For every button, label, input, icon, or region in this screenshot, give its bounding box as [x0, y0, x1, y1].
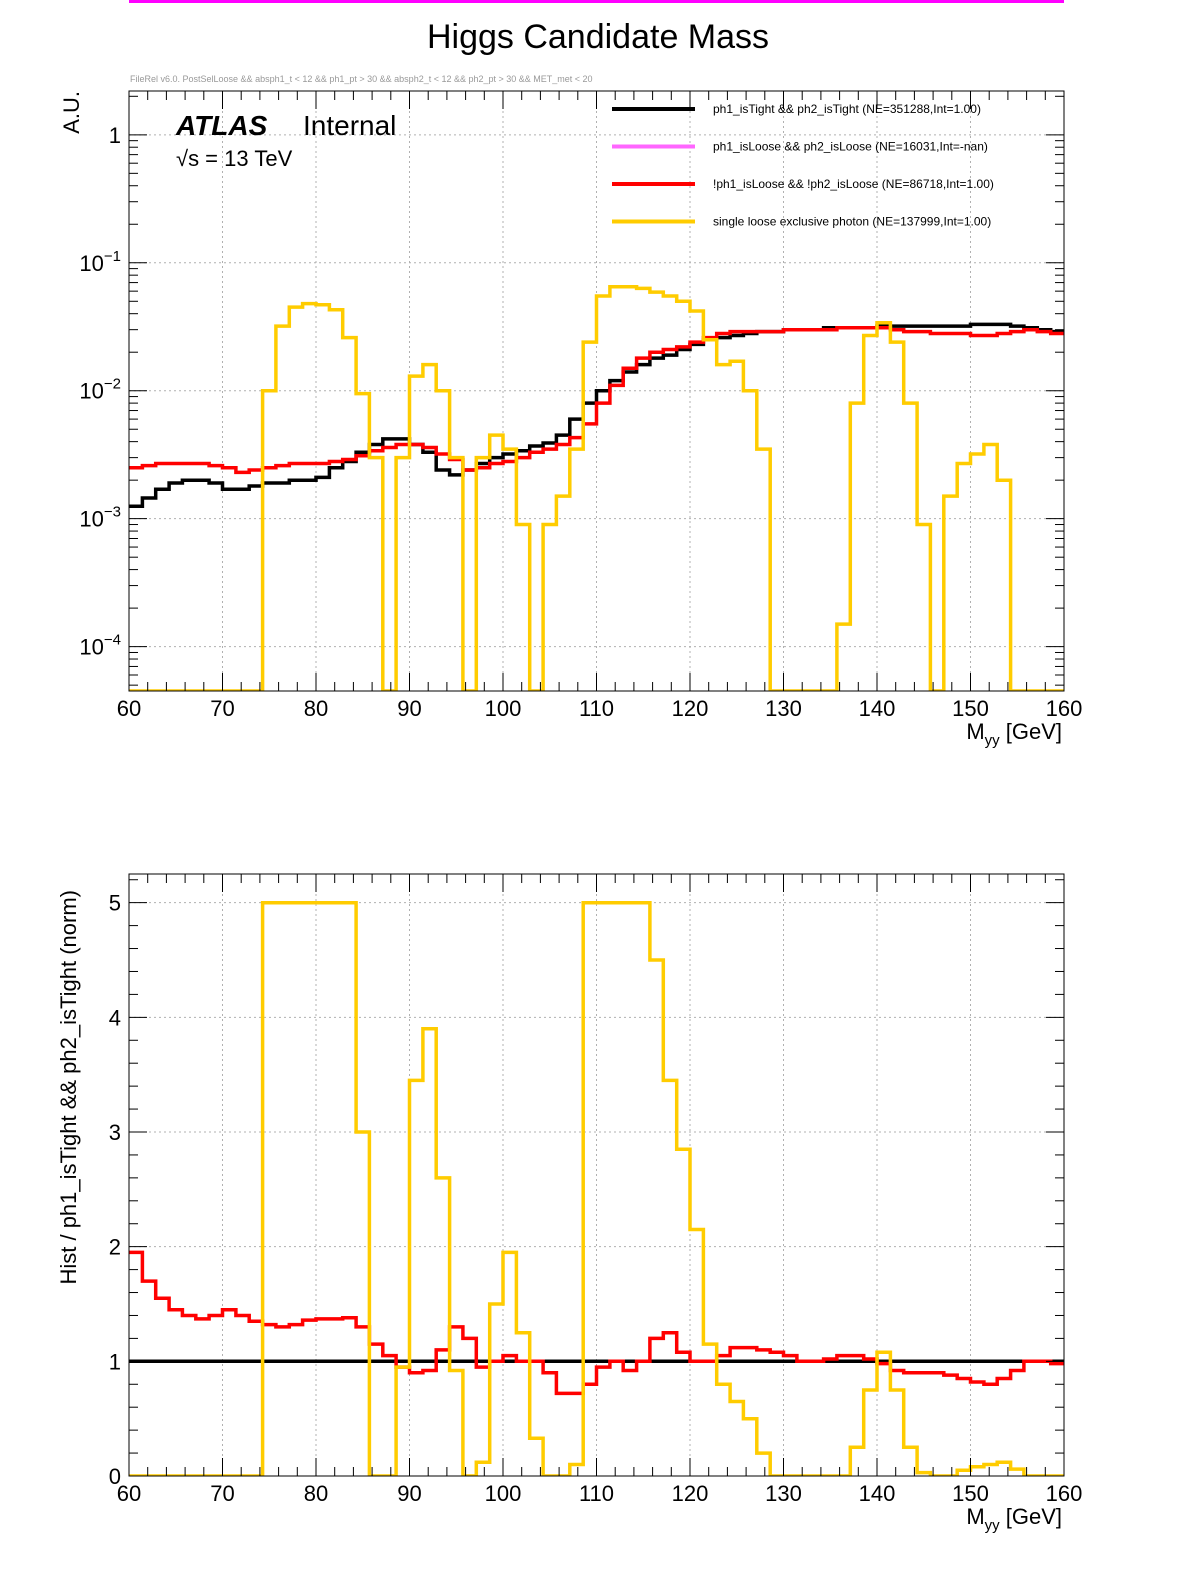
y-tick-label: 1	[109, 1349, 121, 1374]
x-tick-label: 160	[1046, 1481, 1083, 1506]
y-axis-title: Hist / ph1_isTight && ph2_isTight (norm)	[56, 890, 81, 1285]
x-tick-label: 130	[765, 696, 802, 721]
y-tick-label: 3	[109, 1120, 121, 1145]
x-tick-label: 70	[210, 1481, 234, 1506]
legend: ph1_isTight && ph2_isTight (NE=351288,In…	[612, 102, 994, 229]
pad-1: 60 70 80 90 100 110 120 130 140 150 160 1 10−1 10−2 10…	[59, 90, 1083, 749]
y-tick-label: 0	[109, 1464, 121, 1489]
top-magenta-line	[129, 0, 1064, 3]
y-tick-label: 10−4	[79, 632, 121, 660]
series-line-2	[129, 1250, 1064, 1396]
x-axis-title: Myy [GeV]	[966, 719, 1062, 749]
series-group	[129, 900, 1064, 1476]
x-tick-label: 130	[765, 1481, 802, 1506]
series-group	[129, 284, 1064, 691]
y-tick-label: 5	[109, 891, 121, 916]
x-tick-label: 110	[579, 1481, 614, 1506]
x-tick-label: 90	[397, 1481, 421, 1506]
legend-entry: !ph1_isLoose && !ph2_isLoose (NE=86718,I…	[713, 177, 994, 191]
energy-label: √s = 13 TeV	[176, 146, 293, 171]
x-tick-label: 160	[1046, 696, 1083, 721]
legend-entry: ph1_isLoose && ph2_isLoose (NE=16031,Int…	[713, 140, 988, 154]
x-tick-label: 140	[859, 696, 896, 721]
x-tick-label: 60	[117, 1481, 141, 1506]
y-axis-title: A.U.	[59, 91, 84, 134]
series-line-3	[129, 900, 1064, 1476]
x-tick-label: 150	[952, 696, 989, 721]
x-tick-label: 80	[304, 696, 328, 721]
x-tick-label: 140	[859, 1481, 896, 1506]
x-tick-label: 100	[485, 696, 522, 721]
atlas-label: ATLAS	[175, 110, 268, 141]
y-tick-label: 2	[109, 1235, 121, 1260]
y-tick-label: 4	[109, 1005, 121, 1030]
legend-entry: ph1_isTight && ph2_isTight (NE=351288,In…	[713, 102, 981, 116]
y-tick-label: 10−2	[79, 376, 121, 404]
y-tick-label: 10−3	[79, 504, 121, 532]
y-tick-label: 1	[109, 123, 121, 148]
pad-2: 60 70 80 90 100 110 120 130 140 150 160 0 1 2 3 4 5 Myy […	[56, 873, 1083, 1534]
series-line-4	[129, 284, 1064, 691]
x-tick-label: 70	[210, 696, 234, 721]
legend-entry: single loose exclusive photon (NE=137999…	[713, 215, 991, 229]
x-axis-title: Myy [GeV]	[966, 1504, 1062, 1534]
x-tick-label: 80	[304, 1481, 328, 1506]
y-tick-label: 10−1	[79, 248, 121, 276]
selection-cut-string: FileRel v6.0. PostSelLoose && absph1_t <…	[130, 74, 593, 84]
x-tick-label: 150	[952, 1481, 989, 1506]
atlas-status: Internal	[303, 110, 396, 141]
x-tick-label: 120	[672, 696, 709, 721]
x-tick-label: 120	[672, 1481, 709, 1506]
x-tick-label: 60	[117, 696, 141, 721]
x-tick-label: 100	[485, 1481, 522, 1506]
x-tick-label: 110	[579, 696, 614, 721]
x-tick-label: 90	[397, 696, 421, 721]
chart-title: Higgs Candidate Mass	[426, 18, 770, 56]
series-line-3	[129, 326, 1064, 475]
